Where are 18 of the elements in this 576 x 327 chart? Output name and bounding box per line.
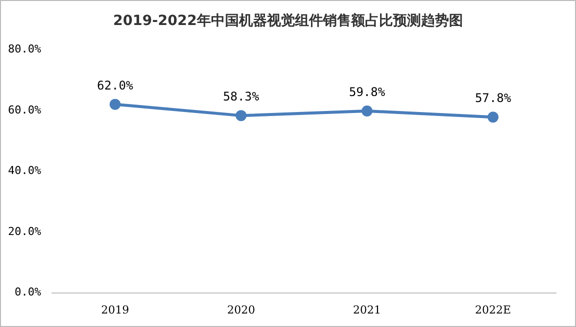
point — [110, 98, 121, 110]
y-tick-label: 20.0% — [8, 224, 42, 238]
data-label: 57.8% — [474, 91, 512, 106]
y-tick-label: 60.0% — [8, 103, 42, 116]
data-label: 62.0% — [97, 78, 134, 92]
x-tick-label: 2021 — [353, 303, 382, 316]
chart-title: 2019-2022年中国机器视觉组件销售额占比预测趋势图 — [112, 12, 464, 30]
point — [488, 112, 499, 123]
y-tick-label: 80.0% — [8, 42, 42, 56]
data-label: 58.3% — [223, 90, 260, 104]
y-tick-label: 40.0% — [8, 164, 42, 178]
data-label: 59.8% — [348, 85, 386, 100]
point — [236, 110, 247, 122]
y-tick-label: 0.0% — [14, 286, 42, 299]
point — [362, 106, 373, 117]
x-tick-label: 2022E — [475, 303, 512, 316]
x-tick-label: 2020 — [227, 303, 256, 316]
x-tick-label: 2019 — [101, 303, 130, 316]
